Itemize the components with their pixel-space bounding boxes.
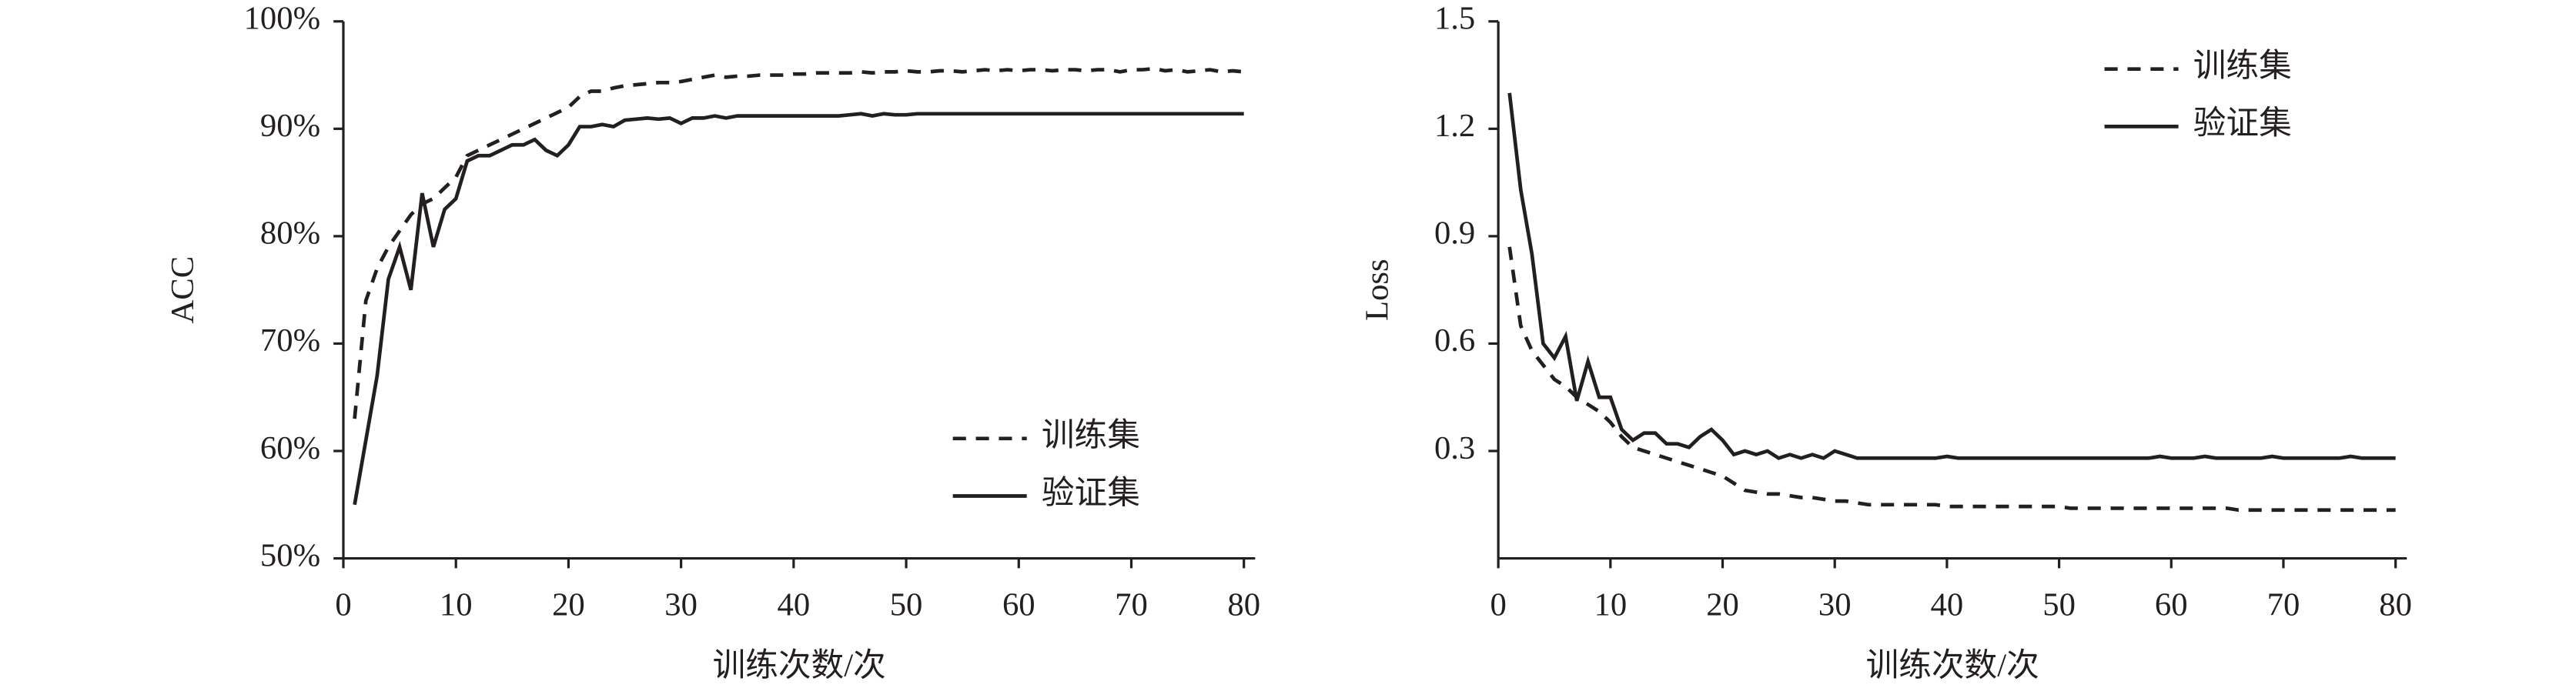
- x-tick-label: 40: [778, 586, 811, 623]
- x-tick-label: 60: [1002, 586, 1035, 623]
- y-tick-label: 1.5: [1434, 1, 1475, 37]
- series-line: [1507, 246, 2396, 513]
- y-tick-label: 0.9: [1434, 215, 1475, 252]
- x-tick-label: 10: [1594, 586, 1628, 623]
- y-axis-label: Loss: [1359, 259, 1395, 321]
- x-tick-label: 0: [335, 586, 351, 623]
- legend-label: 验证集: [2193, 105, 2292, 142]
- legend-label: 验证集: [1042, 474, 1140, 511]
- y-tick-label: 60%: [260, 430, 320, 466]
- x-tick-label: 70: [1115, 586, 1148, 623]
- y-tick-label: 50%: [260, 537, 320, 573]
- series-line: [353, 112, 1244, 506]
- series-line: [1507, 92, 2396, 460]
- x-tick-label: 50: [890, 586, 923, 623]
- x-tick-label: 50: [2042, 586, 2076, 623]
- x-tick-label: 70: [2267, 586, 2300, 623]
- legend-label: 训练集: [2193, 47, 2292, 84]
- x-tick-label: 60: [2155, 586, 2188, 623]
- x-tick-label: 80: [2379, 586, 2412, 623]
- y-axis-label: ACC: [165, 256, 201, 324]
- x-tick-label: 20: [552, 586, 585, 623]
- x-tick-label: 40: [1931, 586, 1964, 623]
- x-tick-label: 30: [1818, 586, 1852, 623]
- x-axis-label: 训练次数/次: [713, 646, 886, 683]
- x-axis-label: 训练次数/次: [1866, 646, 2039, 683]
- y-tick-label: 100%: [244, 1, 321, 37]
- x-tick-label: 80: [1227, 586, 1260, 623]
- y-tick-label: 0.6: [1434, 322, 1475, 359]
- y-tick-label: 0.3: [1434, 430, 1475, 466]
- x-tick-label: 20: [1706, 586, 1739, 623]
- x-tick-label: 0: [1490, 586, 1506, 623]
- series-line: [353, 66, 1244, 419]
- y-tick-label: 90%: [260, 108, 320, 144]
- x-tick-label: 10: [440, 586, 473, 623]
- y-tick-label: 80%: [260, 215, 320, 252]
- y-tick-label: 1.2: [1434, 108, 1475, 144]
- x-tick-label: 30: [664, 586, 698, 623]
- legend-label: 训练集: [1042, 417, 1140, 454]
- y-tick-label: 70%: [260, 322, 320, 359]
